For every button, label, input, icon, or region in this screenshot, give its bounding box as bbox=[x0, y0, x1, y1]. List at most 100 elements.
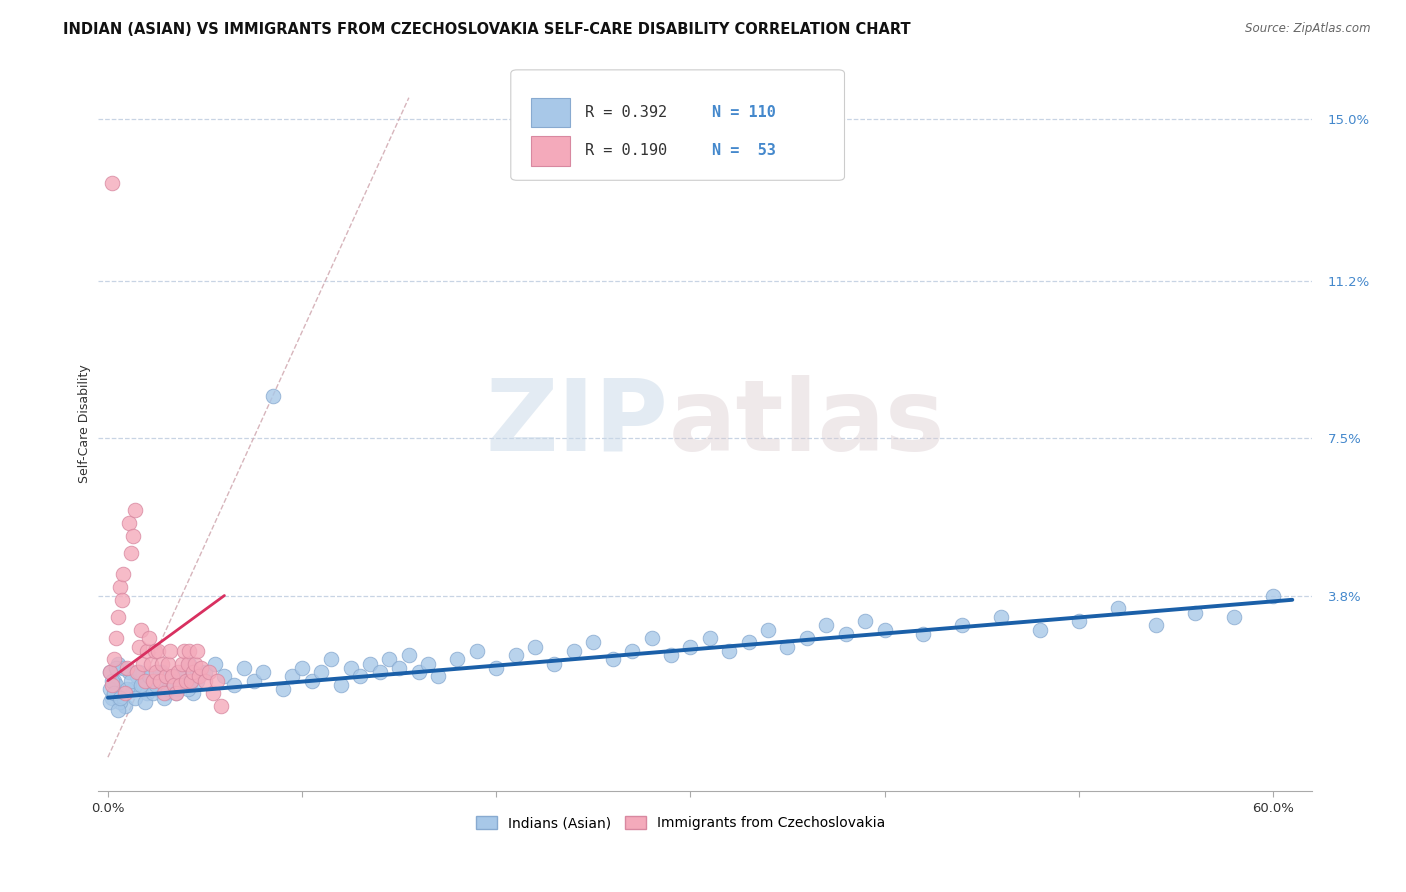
Point bbox=[157, 657, 180, 671]
Point bbox=[128, 640, 150, 654]
Point bbox=[153, 686, 176, 700]
Bar bbox=[531, 98, 571, 128]
Point bbox=[101, 678, 124, 692]
Point bbox=[194, 665, 217, 680]
Point bbox=[153, 690, 176, 705]
Point bbox=[145, 678, 167, 692]
Point bbox=[188, 669, 211, 683]
Legend: Indians (Asian), Immigrants from Czechoslovakia: Indians (Asian), Immigrants from Czechos… bbox=[471, 810, 891, 836]
Point bbox=[990, 609, 1012, 624]
Point bbox=[129, 623, 152, 637]
Point bbox=[155, 686, 177, 700]
Point bbox=[186, 644, 208, 658]
Point bbox=[950, 618, 973, 632]
Point bbox=[114, 686, 136, 700]
Point bbox=[124, 503, 146, 517]
Point bbox=[157, 682, 180, 697]
Point bbox=[107, 657, 129, 671]
Point bbox=[408, 665, 430, 680]
Point bbox=[1223, 609, 1246, 624]
Point bbox=[311, 665, 333, 680]
Point bbox=[224, 678, 246, 692]
Point bbox=[145, 665, 167, 680]
Point bbox=[103, 652, 125, 666]
Point bbox=[114, 699, 136, 714]
Point bbox=[204, 657, 226, 671]
Point bbox=[853, 614, 876, 628]
Point bbox=[214, 669, 236, 683]
Point bbox=[98, 682, 121, 697]
Point bbox=[388, 661, 411, 675]
FancyBboxPatch shape bbox=[510, 70, 845, 180]
Point bbox=[135, 686, 157, 700]
Text: atlas: atlas bbox=[668, 375, 945, 472]
Point bbox=[174, 673, 197, 688]
Point bbox=[835, 627, 858, 641]
Point bbox=[194, 673, 217, 688]
Point bbox=[143, 644, 166, 658]
Point bbox=[160, 673, 183, 688]
Text: R = 0.392: R = 0.392 bbox=[585, 105, 666, 120]
Point bbox=[134, 695, 156, 709]
Point bbox=[110, 592, 132, 607]
Y-axis label: Self-Care Disability: Self-Care Disability bbox=[79, 364, 91, 483]
Point bbox=[190, 661, 212, 675]
Point bbox=[101, 176, 124, 190]
Point bbox=[562, 644, 585, 658]
Point bbox=[339, 661, 361, 675]
Point bbox=[150, 665, 173, 680]
Point bbox=[122, 682, 145, 697]
Point bbox=[398, 648, 420, 662]
Point bbox=[173, 644, 195, 658]
Point bbox=[1029, 623, 1052, 637]
Point bbox=[418, 657, 440, 671]
Point bbox=[582, 635, 605, 649]
Point bbox=[150, 657, 173, 671]
Point bbox=[104, 678, 127, 692]
Point bbox=[138, 631, 160, 645]
Point bbox=[139, 669, 162, 683]
Point bbox=[1144, 618, 1167, 632]
Point bbox=[169, 678, 191, 692]
Point bbox=[329, 678, 352, 692]
Point bbox=[101, 690, 124, 705]
Point bbox=[104, 631, 127, 645]
Point bbox=[186, 673, 208, 688]
Point bbox=[165, 686, 187, 700]
Point bbox=[155, 669, 177, 683]
Point bbox=[142, 673, 165, 688]
Point bbox=[201, 686, 224, 700]
Point bbox=[101, 673, 124, 688]
Point bbox=[125, 665, 148, 680]
Point bbox=[183, 665, 205, 680]
Text: N =  53: N = 53 bbox=[713, 144, 776, 159]
Point bbox=[129, 678, 152, 692]
Point bbox=[98, 695, 121, 709]
Point bbox=[170, 673, 193, 688]
Point bbox=[138, 669, 160, 683]
Point bbox=[815, 618, 838, 632]
Point bbox=[179, 644, 201, 658]
Point bbox=[524, 640, 547, 654]
Point bbox=[679, 640, 702, 654]
Point bbox=[205, 673, 228, 688]
Point bbox=[281, 669, 304, 683]
Point bbox=[291, 661, 314, 675]
Point bbox=[139, 657, 162, 671]
Point bbox=[1107, 601, 1129, 615]
Point bbox=[108, 580, 131, 594]
Point bbox=[198, 665, 221, 680]
Point bbox=[621, 644, 644, 658]
Point bbox=[143, 682, 166, 697]
Text: Source: ZipAtlas.com: Source: ZipAtlas.com bbox=[1246, 22, 1371, 36]
Point bbox=[183, 686, 205, 700]
Point bbox=[242, 673, 264, 688]
Point bbox=[159, 678, 181, 692]
Point bbox=[132, 657, 155, 671]
Point bbox=[485, 661, 508, 675]
Point bbox=[117, 661, 139, 675]
Point bbox=[232, 661, 254, 675]
Point bbox=[107, 609, 129, 624]
Point bbox=[159, 644, 181, 658]
Point bbox=[128, 665, 150, 680]
